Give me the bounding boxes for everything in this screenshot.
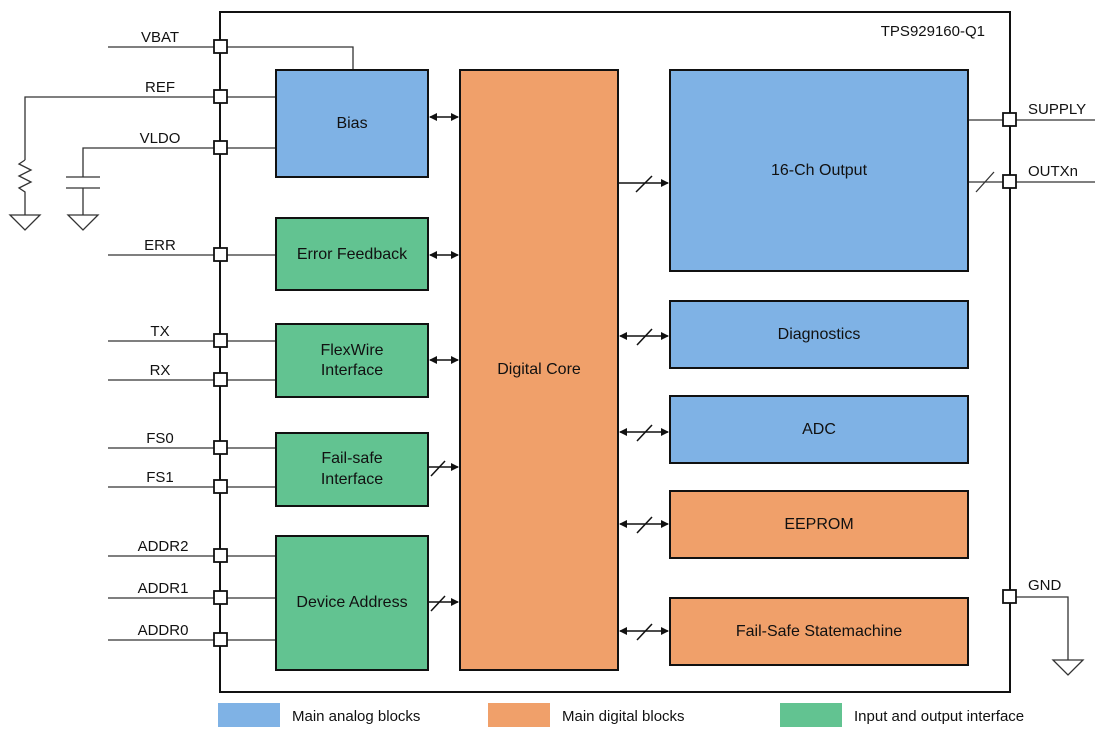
pin-vbat: VBAT [141,29,179,46]
pin-vldo: VLDO [140,130,181,147]
pin-gnd: GND [1028,577,1062,594]
failsafe-interface-label-1: Fail-safe [321,450,382,467]
failsafe-statemachine-label: Fail-Safe Statemachine [736,623,902,640]
eeprom-block [669,490,969,559]
legend-swatch-interface [780,703,842,727]
pin-addr0: ADDR0 [138,622,189,639]
failsafe-statemachine-block [669,597,969,666]
left-pin-labels: VBAT REF VLDO ERR TX RX FS0 FS1 ADDR2 AD… [138,29,189,639]
failsafe-interface-label-2: Interface [321,471,383,488]
pin-ref: REF [145,79,175,96]
pin-addr2: ADDR2 [138,538,189,555]
legend-swatch-digital [488,703,550,727]
connections [428,113,669,641]
diagnostics-label: Diagnostics [778,326,861,343]
pin-fs1: FS1 [146,469,174,486]
right-pin-labels: SUPPLY OUTXn GND [1028,101,1086,594]
pin-outxn: OUTXn [1028,163,1078,180]
device-address-label: Device Address [296,594,407,611]
digital-core-block [459,69,619,671]
output-label: 16-Ch Output [771,162,868,179]
adc-label: ADC [802,421,836,438]
failsafe-interface-block [275,432,429,507]
pin-tx: TX [150,323,169,340]
chip-outline [219,11,1011,693]
error-feedback-label: Error Feedback [297,246,408,263]
digital-core-label: Digital Core [497,361,581,378]
legend-swatch-analog [218,703,280,727]
pin-supply: SUPPLY [1028,101,1086,118]
pin-rx: RX [150,362,171,379]
bias-block [275,69,429,178]
diagnostics-block [669,300,969,369]
legend-label-digital: Main digital blocks [562,708,685,725]
device-address-block [275,535,429,671]
bias-label: Bias [336,115,367,132]
flexwire-label-1: FlexWire [320,342,383,359]
adc-block [669,395,969,464]
legend: Main analog blocks Main digital blocks I… [218,703,1024,727]
external-wiring [8,46,1095,676]
pin-err: ERR [144,237,176,254]
pin-fs0: FS0 [146,430,174,447]
flexwire-label-2: Interface [321,362,383,379]
error-feedback-block [275,217,429,291]
flexwire-block [275,323,429,398]
output-block [669,69,969,272]
eeprom-label: EEPROM [784,516,853,533]
pin-squares [213,39,1017,647]
legend-label-analog: Main analog blocks [292,708,420,725]
legend-label-interface: Input and output interface [854,708,1024,725]
pin-addr1: ADDR1 [138,580,189,597]
chip-name: TPS929160-Q1 [881,23,985,40]
